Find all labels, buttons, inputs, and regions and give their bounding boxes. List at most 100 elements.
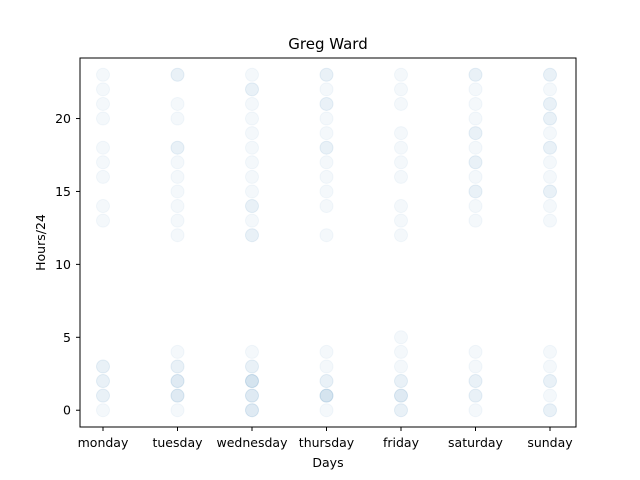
data-point-sunday-7: [543, 213, 557, 228]
data-point-monday-0: [96, 403, 110, 418]
data-point-wednesday-4: [245, 388, 259, 403]
data-point-friday-3: [394, 388, 408, 403]
x-tick-label-friday: friday: [383, 435, 420, 450]
data-point-wednesday-22: [245, 126, 259, 141]
data-point-monday-4: [96, 374, 110, 389]
data-point-wednesday-19: [245, 169, 259, 184]
data-point-thursday-16: [319, 126, 334, 141]
data-point-wednesday-11: [245, 359, 259, 374]
data-point-sunday-14: [543, 140, 557, 155]
data-point-thursday-4: [319, 388, 334, 403]
data-point-friday-19: [394, 67, 408, 82]
data-point-friday-9: [394, 330, 408, 345]
x-tick-label-thursday: thursday: [299, 435, 355, 450]
x-tick-label-sunday: sunday: [527, 435, 573, 450]
data-point-sunday-3: [543, 374, 557, 389]
data-point-tuesday-7: [170, 359, 185, 374]
data-point-tuesday-20: [170, 67, 185, 82]
data-point-tuesday-18: [170, 111, 185, 126]
data-point-thursday-1: [319, 388, 334, 403]
data-point-sunday-21: [543, 67, 557, 82]
data-point-wednesday-21: [245, 140, 259, 155]
data-point-monday-7: [96, 213, 110, 228]
data-point-monday-10: [96, 155, 110, 170]
data-point-monday-8: [96, 199, 110, 214]
data-point-thursday-22: [319, 67, 334, 82]
data-point-tuesday-2: [170, 388, 185, 403]
y-tick-label-10: 10: [55, 257, 71, 272]
data-point-monday-1: [96, 388, 110, 403]
y-axis: 0 5 10 15 20: [55, 111, 80, 418]
y-tick-label-20: 20: [55, 111, 71, 126]
data-point-saturday-7: [468, 213, 483, 228]
data-point-sunday-9: [543, 184, 557, 199]
data-point-sunday-2: [543, 388, 557, 403]
data-point-wednesday-0: [245, 403, 259, 418]
data-point-saturday-17: [468, 111, 483, 126]
data-point-tuesday-4: [170, 374, 185, 389]
data-point-wednesday-13: [245, 228, 259, 243]
data-point-friday-10: [394, 228, 408, 243]
chart-title: Greg Ward: [288, 35, 367, 53]
data-point-tuesday-19: [170, 96, 185, 111]
data-point-sunday-19: [543, 96, 557, 111]
data-point-friday-14: [394, 155, 408, 170]
data-point-saturday-9: [468, 184, 483, 199]
data-point-sunday-5: [543, 359, 557, 374]
data-point-tuesday-13: [170, 184, 185, 199]
data-point-sunday-12: [543, 155, 557, 170]
data-point-wednesday-2: [245, 403, 259, 418]
data-point-tuesday-14: [170, 169, 185, 184]
data-point-saturday-11: [468, 169, 483, 184]
data-point-friday-5: [394, 374, 408, 389]
data-point-tuesday-6: [170, 374, 185, 389]
data-point-friday-11: [394, 213, 408, 228]
data-point-saturday-20: [468, 67, 483, 82]
data-point-saturday-16: [468, 126, 483, 141]
data-point-friday-18: [394, 82, 408, 97]
y-tick-label-0: 0: [63, 403, 71, 418]
x-tick-label-saturday: saturday: [448, 435, 504, 450]
data-point-tuesday-9: [170, 344, 185, 359]
data-point-monday-9: [96, 169, 110, 184]
data-point-saturday-4: [468, 374, 483, 389]
data-point-thursday-12: [319, 169, 334, 184]
data-point-tuesday-8: [170, 359, 185, 374]
data-point-friday-13: [394, 169, 408, 184]
data-point-sunday-22: [543, 67, 557, 82]
data-point-friday-7: [394, 359, 408, 374]
x-tick-label-tuesday: tuesday: [152, 435, 203, 450]
data-point-wednesday-3: [245, 388, 259, 403]
data-point-friday-6: [394, 374, 408, 389]
data-point-tuesday-11: [170, 213, 185, 228]
data-point-wednesday-25: [245, 82, 259, 97]
data-point-sunday-4: [543, 374, 557, 389]
data-point-thursday-13: [319, 155, 334, 170]
data-point-thursday-21: [319, 67, 334, 82]
data-point-thursday-5: [319, 374, 334, 389]
data-point-tuesday-12: [170, 199, 185, 214]
data-point-friday-1: [394, 403, 408, 418]
data-point-wednesday-14: [245, 228, 259, 243]
data-point-thursday-10: [319, 199, 334, 214]
data-point-thursday-8: [319, 344, 334, 359]
data-point-thursday-20: [319, 82, 334, 97]
data-point-wednesday-5: [245, 388, 259, 403]
data-point-sunday-16: [543, 111, 557, 126]
x-axis: monday tuesday wednesday thursday friday satu…: [78, 427, 573, 450]
data-point-sunday-15: [543, 126, 557, 141]
data-point-wednesday-17: [245, 199, 259, 214]
data-point-saturday-10: [468, 184, 483, 199]
data-point-saturday-13: [468, 155, 483, 170]
data-point-thursday-0: [319, 403, 334, 418]
data-point-monday-11: [96, 140, 110, 155]
data-point-tuesday-15: [170, 155, 185, 170]
data-point-saturday-18: [468, 96, 483, 111]
data-point-sunday-11: [543, 169, 557, 184]
data-point-friday-15: [394, 140, 408, 155]
data-point-monday-13: [96, 96, 110, 111]
data-point-sunday-18: [543, 96, 557, 111]
data-point-saturday-1: [468, 388, 483, 403]
data-point-thursday-11: [319, 184, 334, 199]
data-point-sunday-8: [543, 199, 557, 214]
